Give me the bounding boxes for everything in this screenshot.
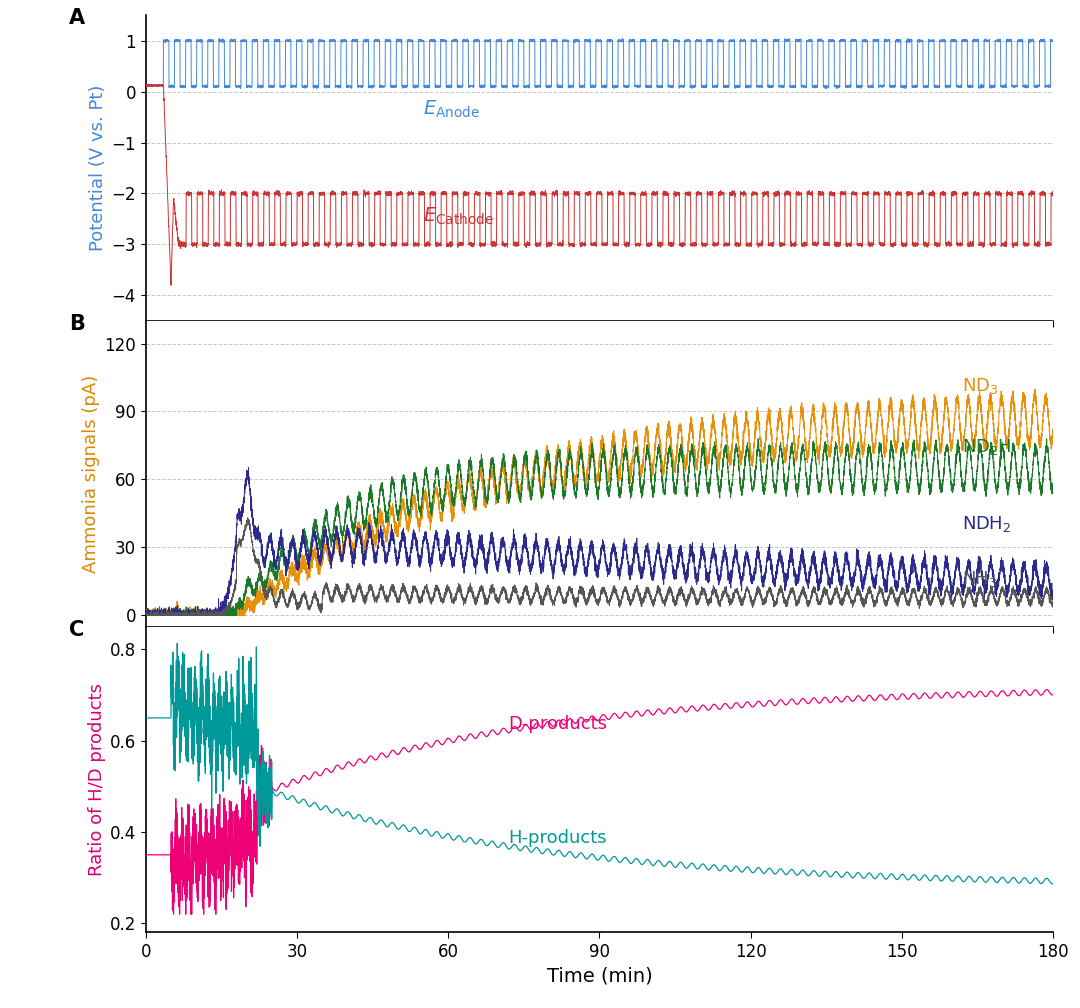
Text: NDH$_2$: NDH$_2$	[962, 514, 1012, 534]
Y-axis label: Ammonia signals (pA): Ammonia signals (pA)	[82, 375, 100, 573]
X-axis label: Time (min): Time (min)	[546, 967, 652, 986]
Text: $\mathit{E}_{\mathregular{Anode}}$: $\mathit{E}_{\mathregular{Anode}}$	[423, 99, 480, 120]
Text: C: C	[69, 620, 84, 640]
Y-axis label: Potential (V vs. Pt): Potential (V vs. Pt)	[90, 85, 107, 251]
Text: ND$_3$: ND$_3$	[962, 376, 998, 396]
Text: A: A	[69, 8, 85, 28]
Y-axis label: Ratio of H/D products: Ratio of H/D products	[87, 683, 106, 876]
Text: $\mathit{E}_{\mathregular{Cathode}}$: $\mathit{E}_{\mathregular{Cathode}}$	[423, 206, 494, 227]
Text: NH$_3$: NH$_3$	[962, 569, 998, 589]
Text: H-products: H-products	[509, 830, 607, 848]
Text: B: B	[69, 314, 84, 334]
Text: D-products: D-products	[509, 716, 608, 734]
Text: ND$_2$H: ND$_2$H	[962, 437, 1012, 458]
